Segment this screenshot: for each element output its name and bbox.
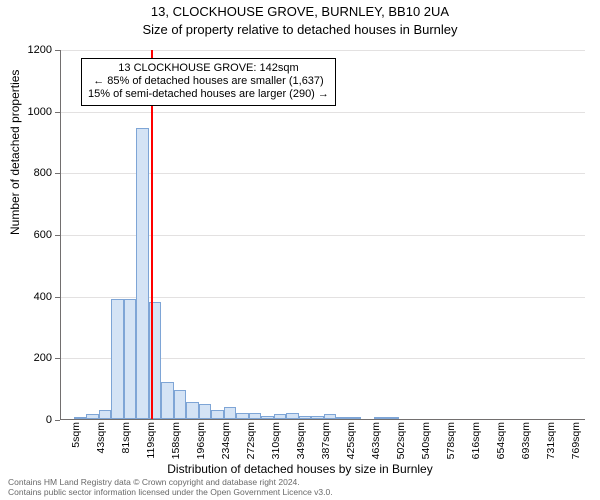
y-axis-label: Number of detached properties bbox=[8, 70, 22, 235]
annotation-line: 13 CLOCKHOUSE GROVE: 142sqm bbox=[88, 62, 329, 75]
bar bbox=[249, 413, 262, 419]
y-tick-mark bbox=[55, 173, 60, 174]
page-subtitle: Size of property relative to detached ho… bbox=[0, 22, 600, 37]
bar bbox=[386, 417, 399, 419]
x-tick-label: 731sqm bbox=[545, 422, 557, 459]
bar bbox=[211, 410, 224, 419]
y-tick-label: 800 bbox=[0, 167, 52, 179]
bar bbox=[161, 382, 174, 419]
y-tick-mark bbox=[55, 50, 60, 51]
attribution-line: Contains public sector information licen… bbox=[8, 488, 333, 498]
gridline bbox=[61, 112, 585, 113]
x-tick-label: 310sqm bbox=[270, 422, 282, 459]
y-tick-label: 1000 bbox=[0, 106, 52, 118]
attribution: Contains HM Land Registry data © Crown c… bbox=[8, 478, 333, 498]
x-tick-label: 540sqm bbox=[420, 422, 432, 459]
annotation-box: 13 CLOCKHOUSE GROVE: 142sqm← 85% of deta… bbox=[81, 58, 336, 106]
x-tick-label: 693sqm bbox=[520, 422, 532, 459]
x-axis-label: Distribution of detached houses by size … bbox=[0, 462, 600, 476]
bar bbox=[236, 413, 249, 419]
bar bbox=[174, 390, 187, 419]
x-tick-label: 578sqm bbox=[445, 422, 457, 459]
bar bbox=[286, 413, 299, 419]
x-tick-label: 43sqm bbox=[95, 422, 107, 454]
bar bbox=[261, 416, 274, 419]
bar bbox=[124, 299, 137, 419]
chart-plot-area: 13 CLOCKHOUSE GROVE: 142sqm← 85% of deta… bbox=[60, 50, 585, 420]
x-tick-label: 234sqm bbox=[220, 422, 232, 459]
bar bbox=[311, 416, 324, 419]
y-tick-label: 200 bbox=[0, 352, 52, 364]
bar bbox=[99, 410, 112, 419]
gridline bbox=[61, 50, 585, 51]
y-tick-mark bbox=[55, 358, 60, 359]
x-tick-label: 196sqm bbox=[195, 422, 207, 459]
bar bbox=[274, 414, 287, 419]
bar bbox=[374, 417, 387, 419]
bar bbox=[111, 299, 124, 419]
bar bbox=[336, 417, 349, 419]
y-tick-mark bbox=[55, 235, 60, 236]
x-tick-label: 463sqm bbox=[370, 422, 382, 459]
bar bbox=[136, 128, 149, 419]
bar bbox=[299, 416, 312, 419]
bar bbox=[86, 414, 99, 419]
x-tick-label: 349sqm bbox=[295, 422, 307, 459]
bar bbox=[224, 407, 237, 419]
x-tick-label: 272sqm bbox=[245, 422, 257, 459]
x-tick-label: 502sqm bbox=[395, 422, 407, 459]
y-tick-mark bbox=[55, 112, 60, 113]
annotation-line: ← 85% of detached houses are smaller (1,… bbox=[88, 75, 329, 88]
bar bbox=[186, 402, 199, 419]
x-tick-label: 81sqm bbox=[120, 422, 132, 454]
bar bbox=[199, 404, 212, 419]
y-tick-label: 400 bbox=[0, 291, 52, 303]
annotation-line: 15% of semi-detached houses are larger (… bbox=[88, 88, 329, 101]
x-tick-label: 387sqm bbox=[320, 422, 332, 459]
bar bbox=[324, 414, 337, 419]
y-tick-mark bbox=[55, 297, 60, 298]
x-tick-label: 119sqm bbox=[145, 422, 157, 459]
y-tick-mark bbox=[55, 420, 60, 421]
x-tick-label: 5sqm bbox=[70, 422, 82, 448]
x-tick-label: 158sqm bbox=[170, 422, 182, 459]
page-title: 13, CLOCKHOUSE GROVE, BURNLEY, BB10 2UA bbox=[0, 4, 600, 19]
x-tick-label: 769sqm bbox=[570, 422, 582, 459]
x-tick-label: 654sqm bbox=[495, 422, 507, 459]
bar bbox=[74, 417, 87, 419]
x-tick-label: 425sqm bbox=[345, 422, 357, 459]
bar bbox=[349, 417, 362, 419]
y-tick-label: 1200 bbox=[0, 44, 52, 56]
x-tick-label: 616sqm bbox=[470, 422, 482, 459]
y-tick-label: 600 bbox=[0, 229, 52, 241]
y-tick-label: 0 bbox=[0, 414, 52, 426]
